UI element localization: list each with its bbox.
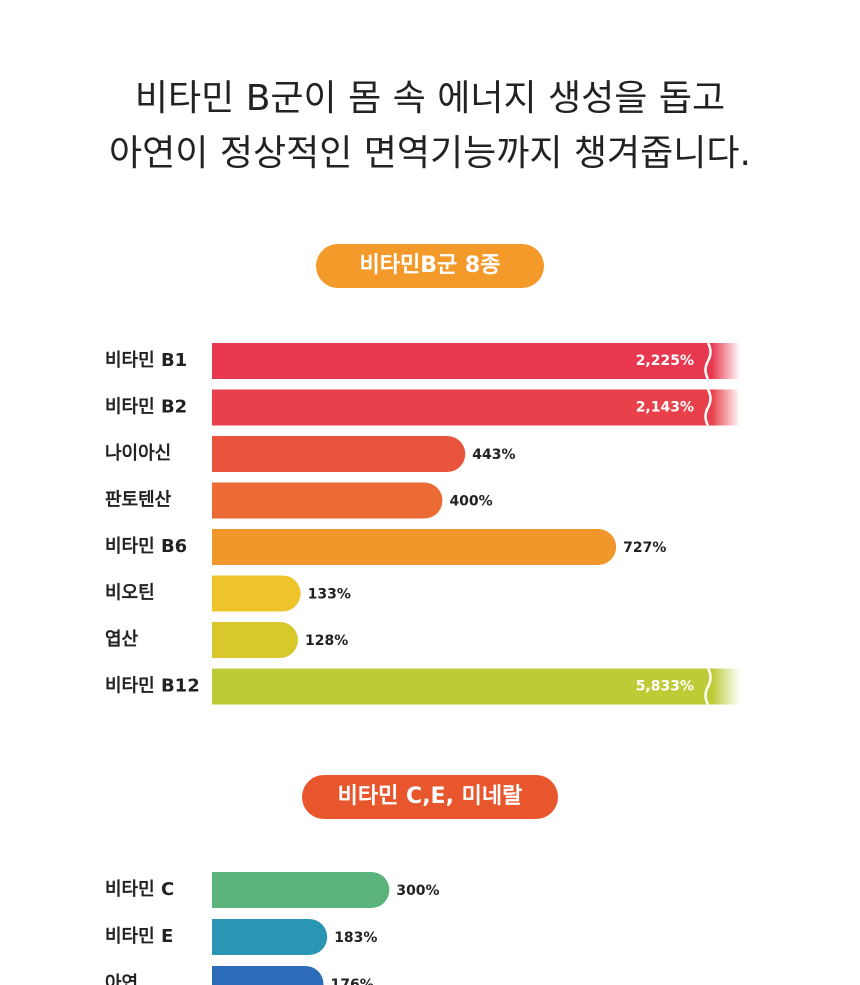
category-label: 비타민 B12 bbox=[105, 676, 200, 697]
value-label: 2,143% bbox=[636, 400, 694, 416]
value-label: 133% bbox=[308, 587, 351, 603]
category-label: 비타민 C bbox=[105, 879, 174, 900]
value-label: 300% bbox=[396, 883, 439, 899]
category-label: 아연 bbox=[105, 973, 138, 985]
value-label: 5,833% bbox=[636, 679, 694, 695]
break-mark bbox=[704, 342, 712, 380]
category-label: 엽산 bbox=[105, 629, 139, 650]
bar bbox=[212, 529, 617, 565]
break-mark bbox=[704, 667, 712, 706]
category-label: 나이아신 bbox=[105, 443, 171, 464]
category-label: 비타민 B6 bbox=[105, 536, 187, 557]
category-label: 비타민 B1 bbox=[105, 350, 187, 371]
value-label: 2,225% bbox=[636, 353, 694, 369]
section-title: 비타민 C,E, 미네랄 bbox=[338, 784, 523, 809]
headline: 비타민 B군이 몸 속 에너지 생성을 돕고 bbox=[135, 78, 725, 119]
bar-fade bbox=[712, 389, 740, 426]
bar bbox=[212, 622, 298, 658]
section-title: 비타민B군 8종 bbox=[360, 253, 501, 278]
bar bbox=[212, 668, 740, 705]
break-mark bbox=[704, 388, 712, 427]
value-label: 400% bbox=[449, 494, 492, 510]
category-label: 비타민 B2 bbox=[105, 397, 187, 418]
bar bbox=[212, 966, 324, 985]
category-label: 판토텐산 bbox=[105, 490, 172, 511]
bar-fade bbox=[712, 668, 740, 705]
bar bbox=[212, 575, 301, 612]
category-label: 비오틴 bbox=[105, 583, 155, 604]
bar bbox=[212, 919, 328, 955]
value-label: 128% bbox=[305, 633, 348, 649]
bar bbox=[212, 389, 740, 426]
bar bbox=[212, 343, 740, 379]
value-label: 176% bbox=[330, 977, 373, 985]
section-pill bbox=[302, 775, 558, 819]
headline: 아연이 정상적인 면역기능까지 챙겨줍니다. bbox=[109, 133, 751, 174]
section-pill bbox=[316, 244, 544, 288]
bar bbox=[212, 872, 390, 908]
bar bbox=[212, 482, 443, 519]
value-label: 727% bbox=[623, 540, 666, 556]
bar-fade bbox=[712, 343, 740, 379]
bar bbox=[212, 436, 466, 472]
value-label: 443% bbox=[472, 447, 515, 463]
category-label: 비타민 E bbox=[105, 926, 173, 947]
value-label: 183% bbox=[334, 930, 377, 946]
